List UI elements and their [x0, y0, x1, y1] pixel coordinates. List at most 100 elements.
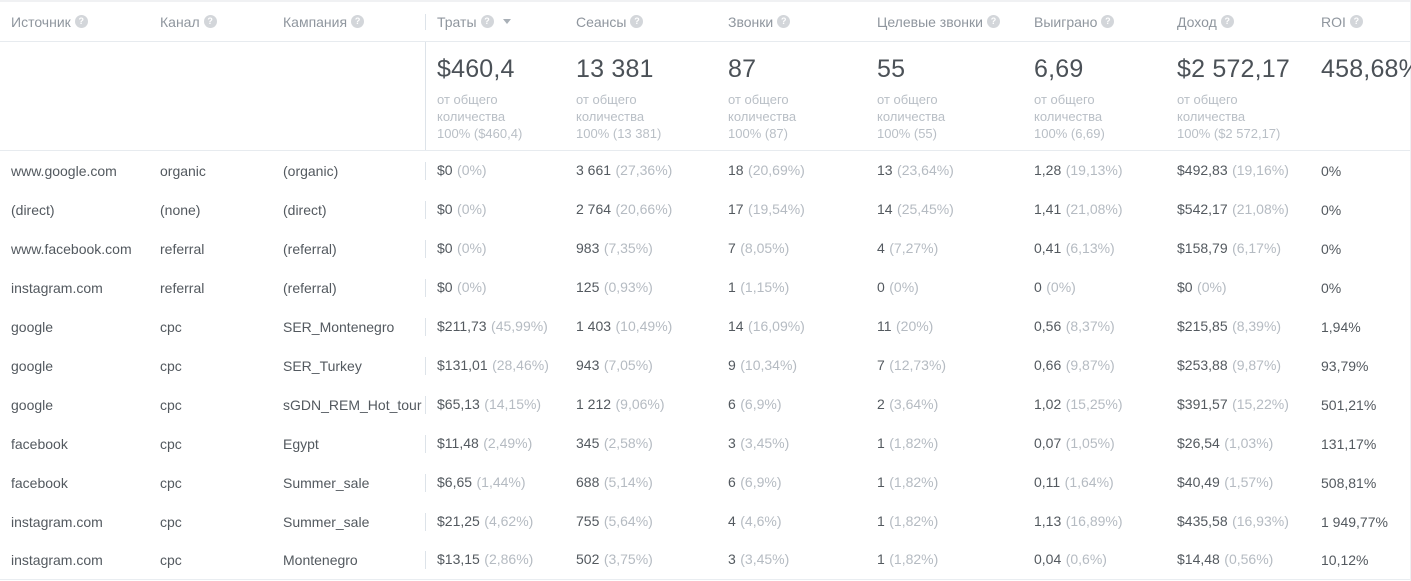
total-percent: 100% (6,69): [1034, 126, 1105, 141]
column-header-campaign[interactable]: Кампания?: [272, 14, 425, 30]
sessions-percent: (0,93%): [603, 278, 653, 295]
column-label-target_calls[interactable]: Целевые звонки: [877, 13, 983, 30]
cell-source: instagram.com: [11, 552, 103, 568]
cell-spend: $6,65 (1,44%): [425, 473, 565, 492]
won-value: 0: [1034, 278, 1042, 295]
cell-spend: $131,01 (28,46%): [425, 356, 565, 375]
spend-percent: (14,15%): [484, 395, 542, 412]
column-header-calls[interactable]: Звонки?: [717, 14, 866, 30]
cell-target_calls: 1 (1,82%): [866, 551, 1023, 569]
cell-won: 0,07 (1,05%): [1023, 435, 1166, 453]
column-label-channel[interactable]: Канал: [160, 13, 200, 30]
table-row: (direct) (none) (direct) $0 (0%) 2 764 (20,6…: [0, 190, 1410, 229]
help-icon[interactable]: ?: [1101, 15, 1115, 28]
help-icon[interactable]: ?: [74, 15, 88, 28]
won-percent: (16,89%): [1065, 512, 1123, 529]
spend-percent: (0%): [457, 239, 487, 256]
sessions-value: 345: [576, 434, 600, 451]
cell-roi: 10,12%: [1321, 552, 1369, 568]
cell-revenue: $253,88 (9,87%): [1166, 357, 1310, 375]
revenue-percent: (1,57%): [1224, 473, 1274, 490]
calls-percent: (8,05%): [740, 239, 790, 256]
total-value-revenue: $2 572,17: [1177, 55, 1291, 83]
calls-percent: (20,69%): [748, 161, 805, 178]
help-icon[interactable]: ?: [1349, 15, 1363, 28]
cell-roi: 0%: [1321, 201, 1342, 218]
revenue-value: $14,48: [1177, 551, 1220, 567]
help-icon[interactable]: ?: [1220, 15, 1234, 28]
column-label-source[interactable]: Источник: [11, 13, 71, 30]
column-label-campaign[interactable]: Кампания: [283, 13, 348, 30]
column-header-won[interactable]: Выиграно?: [1023, 14, 1166, 30]
spend-percent: (45,99%): [491, 317, 548, 334]
help-icon[interactable]: ?: [351, 15, 365, 28]
cell-revenue: $158,79 (6,17%): [1166, 240, 1310, 258]
cell-revenue: $26,54 (1,03%): [1166, 435, 1310, 453]
target_calls-value: 13: [877, 161, 893, 178]
cell-sessions: 3 661 (27,36%): [565, 162, 717, 180]
calls-value: 3: [728, 551, 736, 567]
target_calls-percent: (1,82%): [889, 551, 939, 567]
target_calls-percent: (12,73%): [889, 356, 947, 373]
sessions-percent: (20,66%): [615, 200, 673, 217]
won-percent: (0%): [1046, 278, 1076, 295]
column-label-spend[interactable]: Траты: [437, 13, 477, 30]
column-header-channel[interactable]: Канал?: [149, 14, 272, 30]
spend-value: $0: [437, 239, 453, 256]
total-caption: от общего количества: [1034, 92, 1103, 124]
revenue-value: $26,54: [1177, 434, 1220, 451]
column-header-revenue[interactable]: Доход?: [1166, 14, 1310, 30]
cell-campaign: SER_Turkey: [283, 357, 362, 374]
column-label-sessions[interactable]: Сеансы: [576, 13, 627, 30]
total-value-sessions: 13 381: [576, 55, 654, 83]
cell-revenue: $14,48 (0,56%): [1166, 551, 1310, 569]
spend-value: $13,15: [437, 551, 480, 567]
column-label-calls[interactable]: Звонки: [728, 13, 774, 30]
cell-sessions: 2 764 (20,66%): [565, 201, 717, 219]
cell-roi: 501,21%: [1321, 396, 1377, 413]
spend-value: $65,13: [437, 395, 480, 412]
column-header-roi[interactable]: ROI?: [1310, 14, 1411, 30]
calls-percent: (6,9%): [740, 395, 782, 412]
cell-sessions: 1 212 (9,06%): [565, 396, 717, 414]
sessions-value: 755: [576, 512, 600, 529]
help-icon[interactable]: ?: [777, 15, 791, 28]
help-icon[interactable]: ?: [986, 15, 1000, 28]
column-header-spend[interactable]: Траты?: [425, 13, 565, 30]
column-label-roi[interactable]: ROI: [1321, 13, 1346, 30]
revenue-percent: (0%): [1197, 278, 1227, 295]
cell-source: google: [11, 357, 54, 374]
column-header-sessions[interactable]: Сеансы?: [565, 14, 717, 30]
column-header-target_calls[interactable]: Целевые звонки?: [866, 14, 1023, 30]
total-target_calls: 55 от общего количества 100% (55): [866, 42, 1023, 150]
help-icon[interactable]: ?: [630, 15, 644, 28]
cell-channel: cpc: [160, 318, 182, 335]
column-label-won[interactable]: Выиграно: [1034, 13, 1098, 30]
sessions-value: 502: [576, 551, 600, 567]
help-icon[interactable]: ?: [480, 15, 494, 28]
calls-value: 3: [728, 434, 736, 451]
target_calls-percent: (25,45%): [897, 200, 954, 217]
cell-source: google: [11, 396, 54, 413]
spend-percent: (0%): [457, 200, 487, 217]
table-row: facebook cpc Egypt $11,48 (2,49%) 345 (2,58%…: [0, 424, 1410, 463]
totals-empty-cell: [0, 42, 425, 150]
total-value-won: 6,69: [1034, 55, 1084, 83]
total-won: 6,69 от общего количества 100% (6,69): [1023, 42, 1166, 150]
table-row: instagram.com referral (referral) $0 (0%) 12…: [0, 268, 1410, 307]
cell-spend: $0 (0%): [425, 278, 565, 297]
won-percent: (9,87%): [1065, 356, 1115, 373]
cell-calls: 1 (1,15%): [717, 279, 866, 297]
cell-roi: 0%: [1321, 240, 1342, 257]
sessions-value: 2 764: [576, 200, 612, 217]
cell-won: 0,56 (8,37%): [1023, 318, 1166, 336]
cell-campaign: Summer_sale: [283, 513, 370, 530]
total-percent: 100% ($460,4): [437, 126, 523, 141]
calls-percent: (6,9%): [740, 473, 782, 490]
cell-source: instagram.com: [11, 279, 103, 296]
column-header-source[interactable]: Источник?: [0, 14, 149, 30]
calls-percent: (10,34%): [740, 356, 798, 373]
column-label-revenue[interactable]: Доход: [1177, 13, 1217, 30]
help-icon[interactable]: ?: [203, 15, 217, 28]
cell-campaign: Summer_sale: [283, 474, 370, 491]
